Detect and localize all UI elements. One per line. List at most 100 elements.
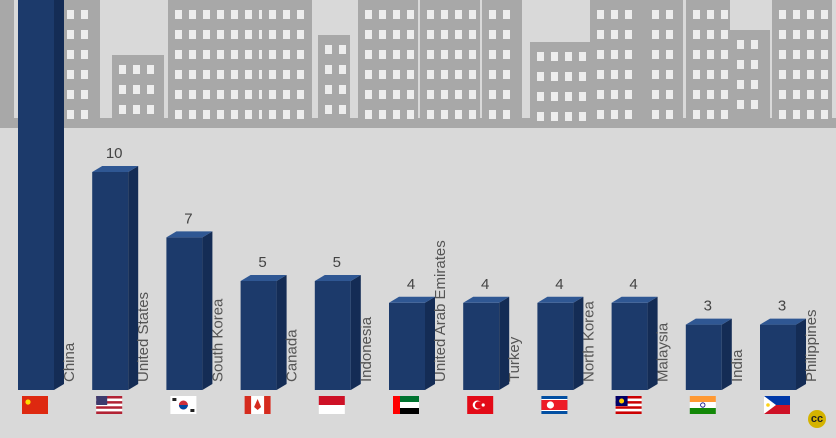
skyline-window	[551, 112, 558, 121]
skyline-window	[365, 10, 372, 19]
skyline-window	[625, 30, 632, 39]
skyline-window	[297, 30, 304, 39]
skyline-window	[339, 65, 346, 74]
skyline-window	[393, 30, 400, 39]
skyline-window	[217, 10, 224, 19]
skyline-window	[133, 65, 140, 74]
skyline-window	[217, 90, 224, 99]
skyline-window	[245, 10, 252, 19]
skyline-building	[772, 0, 832, 125]
skyline-window	[119, 85, 126, 94]
skyline-window	[455, 90, 462, 99]
bar	[760, 324, 796, 390]
skyline-window	[455, 30, 462, 39]
skyline-window	[821, 10, 828, 19]
skyline-window	[469, 110, 476, 119]
skyline-window	[693, 10, 700, 19]
skyline-window	[793, 50, 800, 59]
flag-united-states-icon	[96, 396, 123, 414]
skyline-window	[365, 90, 372, 99]
skyline-window	[133, 85, 140, 94]
skyline-window	[652, 70, 659, 79]
bar	[537, 302, 574, 390]
skyline-window	[666, 10, 673, 19]
skyline-window	[779, 70, 786, 79]
skyline-window	[611, 10, 618, 19]
skyline-building	[686, 0, 730, 125]
skyline-window	[793, 70, 800, 79]
skyline-window	[269, 30, 276, 39]
skyline-window	[489, 50, 496, 59]
skyline-window	[269, 110, 276, 119]
category-label: Philippines	[803, 309, 820, 382]
skyline-window	[245, 90, 252, 99]
skyline-window	[441, 70, 448, 79]
skyline-window	[537, 112, 544, 121]
bar-top	[92, 166, 139, 172]
skyline-building	[482, 0, 522, 125]
skyline-window	[807, 110, 814, 119]
skyline-building	[262, 0, 312, 125]
skyline-window	[737, 80, 744, 89]
skyline-window	[793, 110, 800, 119]
skyline-window	[67, 110, 74, 119]
skyline-window	[597, 10, 604, 19]
skyline-window	[67, 10, 74, 19]
skyline-building	[420, 0, 480, 125]
skyline-window	[652, 110, 659, 119]
skyline-window	[503, 110, 510, 119]
bar-top	[611, 296, 658, 303]
skyline-window	[807, 10, 814, 19]
skyline-window	[283, 70, 290, 79]
skyline-building	[730, 30, 770, 125]
skyline-window	[393, 90, 400, 99]
skyline-window	[551, 52, 558, 61]
skyline-window	[203, 70, 210, 79]
skyline-window	[537, 92, 544, 101]
skyline-window	[751, 60, 758, 69]
skyline-window	[325, 105, 332, 114]
skyline-window	[269, 90, 276, 99]
skyline-window	[203, 10, 210, 19]
skyline-window	[737, 40, 744, 49]
skyline-window	[189, 90, 196, 99]
skyline-window	[175, 50, 182, 59]
skyline-window	[297, 10, 304, 19]
skyline-window	[245, 50, 252, 59]
bar-top	[166, 231, 213, 238]
flag-india-icon	[689, 396, 716, 414]
value-label: 7	[184, 210, 192, 227]
skyline-window	[625, 50, 632, 59]
skyline-window	[489, 70, 496, 79]
skyline-window	[441, 110, 448, 119]
skyline-window	[379, 10, 386, 19]
skyline-window	[203, 110, 210, 119]
skyline-window	[297, 90, 304, 99]
skyline-window	[379, 110, 386, 119]
skyline-building	[0, 0, 14, 125]
category-label: United Arab Emirates	[432, 240, 449, 382]
skyline-window	[707, 90, 714, 99]
flag-north-korea-icon	[541, 396, 568, 414]
skyline-window	[611, 70, 618, 79]
value-label: 5	[333, 254, 341, 271]
skyline-window	[503, 70, 510, 79]
flag-turkey-icon	[467, 396, 494, 414]
bar-side	[276, 275, 287, 390]
skyline-window	[203, 30, 210, 39]
skyline-window	[427, 10, 434, 19]
skyline-window	[469, 30, 476, 39]
skyline-window	[469, 50, 476, 59]
skyline-window	[579, 52, 586, 61]
skyline-window	[269, 50, 276, 59]
skyline-window	[503, 10, 510, 19]
skyline-window	[339, 85, 346, 94]
skyline-window	[455, 70, 462, 79]
skyline-window	[175, 110, 182, 119]
skyline-window	[283, 50, 290, 59]
skyline-window	[325, 85, 332, 94]
skyline-window	[441, 10, 448, 19]
skyline-building	[358, 0, 418, 125]
